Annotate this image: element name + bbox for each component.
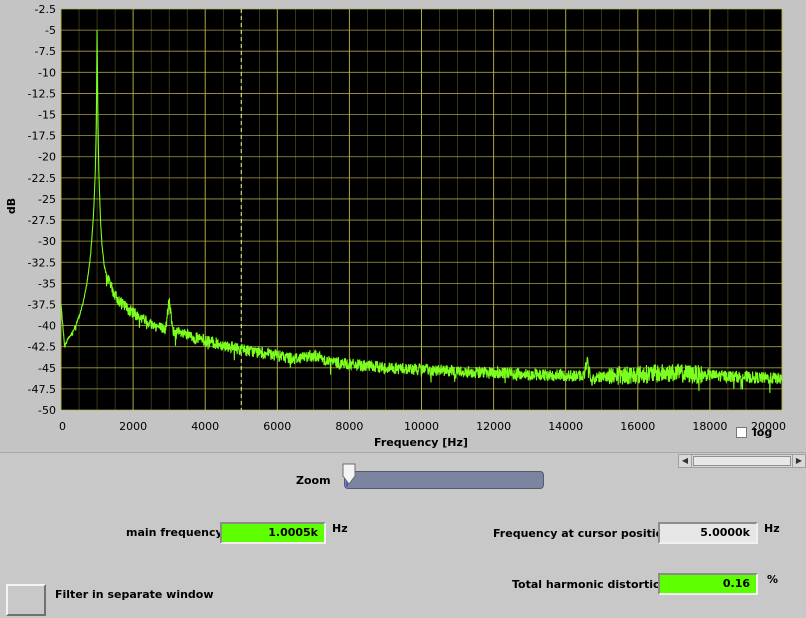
x-tick-label: 18000 <box>692 420 727 433</box>
y-tick-label: -30 <box>38 235 56 248</box>
cursor-frequency-label: Frequency at cursor position <box>493 527 672 540</box>
main-frequency-unit: Hz <box>332 522 348 535</box>
y-tick-label: -5 <box>45 24 56 37</box>
spectrum-chart[interactable]: -2.5 -5 -7.5 -10 -12.5 -15 -17.5 -20 -22.5 -25 -27… <box>0 0 806 452</box>
y-tick-label: -15 <box>38 109 56 122</box>
graph-horizontal-scrollbar[interactable]: ◀ ▶ <box>678 454 806 468</box>
thd-label: Total harmonic distortion <box>512 578 669 591</box>
scrollbar-thumb[interactable] <box>693 456 791 466</box>
scroll-right-arrow-icon[interactable]: ▶ <box>792 455 805 467</box>
y-tick-label: -27.5 <box>28 214 56 227</box>
filter-window-button[interactable] <box>6 584 46 616</box>
main-frequency-label: main frequency <box>126 526 223 539</box>
y-axis-ticks: -2.5 -5 -7.5 -10 -12.5 -15 -17.5 -20 -22.5 -25 -27… <box>28 3 56 417</box>
y-tick-label: -12.5 <box>28 87 56 100</box>
x-tick-label: 8000 <box>335 420 363 433</box>
x-axis-label: Frequency [Hz] <box>374 436 468 449</box>
zoom-label: Zoom <box>296 474 331 487</box>
spectrum-trace <box>60 30 783 394</box>
y-tick-label: -10 <box>38 66 56 79</box>
y-tick-label: -25 <box>38 193 56 206</box>
thd-indicator: 0.16 <box>658 573 758 595</box>
y-tick-label: -45 <box>38 362 56 375</box>
grid-lines <box>60 8 783 411</box>
y-tick-label: -32.5 <box>28 256 56 269</box>
spectrum-graph-panel: -2.5 -5 -7.5 -10 -12.5 -15 -17.5 -20 -22.5 -25 -27… <box>0 0 806 453</box>
y-tick-label: -42.5 <box>28 341 56 354</box>
x-axis-ticks: 0 2000 4000 6000 8000 10000 12000 14000 16000 180… <box>59 420 786 433</box>
cursor-frequency-unit: Hz <box>764 522 780 535</box>
y-tick-label: -40 <box>38 320 56 333</box>
y-tick-label: -37.5 <box>28 298 56 311</box>
log-checkbox[interactable] <box>736 427 747 438</box>
x-tick-label: 6000 <box>263 420 291 433</box>
zoom-slider-track[interactable] <box>344 471 544 489</box>
y-tick-label: -7.5 <box>35 45 56 58</box>
x-tick-label: 14000 <box>548 420 583 433</box>
y-tick-label: -47.5 <box>28 383 56 396</box>
filter-window-label: Filter in separate window <box>55 588 214 601</box>
zoom-slider-thumb[interactable] <box>342 463 356 485</box>
main-frequency-indicator: 1.0005k <box>220 522 326 544</box>
y-axis-label: dB <box>5 198 18 214</box>
scroll-left-arrow-icon[interactable]: ◀ <box>679 455 692 467</box>
x-tick-label: 0 <box>59 420 66 433</box>
x-tick-label: 16000 <box>620 420 655 433</box>
y-tick-label: -35 <box>38 277 56 290</box>
y-tick-label: -20 <box>38 151 56 164</box>
thd-unit: % <box>767 573 779 586</box>
y-tick-label: -50 <box>38 404 56 417</box>
log-checkbox-label: log <box>753 426 773 439</box>
x-tick-label: 12000 <box>476 420 511 433</box>
x-tick-label: 4000 <box>191 420 219 433</box>
x-tick-label: 10000 <box>404 420 439 433</box>
y-tick-label: -2.5 <box>35 3 56 16</box>
cursor-frequency-indicator: 5.0000k <box>658 522 758 544</box>
x-tick-label: 20000 <box>751 420 786 433</box>
y-tick-label: -17.5 <box>28 130 56 143</box>
x-tick-label: 2000 <box>119 420 147 433</box>
y-tick-label: -22.5 <box>28 172 56 185</box>
